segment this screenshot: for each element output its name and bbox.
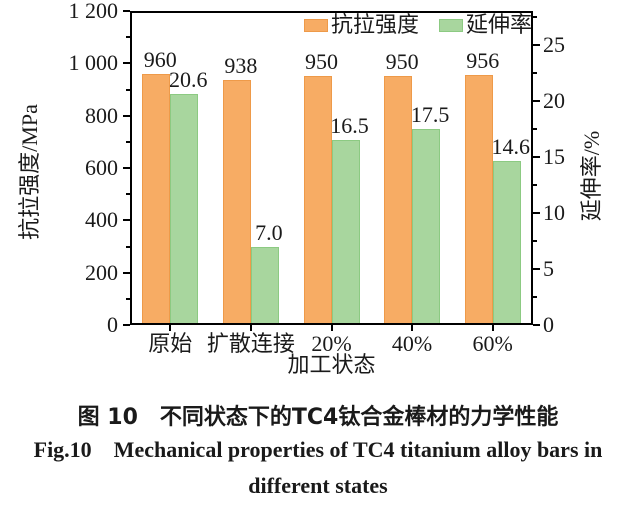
x-category-label: 原始 (148, 331, 193, 356)
right-axis-title: 延伸率/% (579, 130, 604, 222)
x-axis-tick (169, 325, 172, 331)
plot-area (130, 11, 533, 325)
legend: 抗拉强度 延伸率 (303, 12, 532, 37)
left-axis-title: 抗拉强度/MPa (17, 104, 42, 240)
y2-axis-tick-label: 0 (543, 312, 554, 337)
legend-item-tensile: 抗拉强度 (303, 12, 419, 37)
x-axis-title: 加工状态 (287, 352, 376, 377)
y-axis-major-tick (123, 114, 130, 117)
y-axis-tick-label: 1 200 (68, 0, 119, 23)
bar-value-label: 950 (385, 49, 419, 75)
y2-axis-minor-tick (533, 295, 537, 298)
legend-item-elongation: 延伸率 (438, 12, 532, 37)
y2-axis-major-tick (533, 324, 540, 326)
bar-chart: 抗拉强度/MPa 延伸率/% 加工状态 抗拉强度 延伸率 0 200 400 600 8… (17, 0, 604, 377)
y-axis-tick-label: 0 (107, 312, 118, 337)
y2-axis-tick-label: 15 (543, 143, 565, 169)
bar-value-label: 960 (143, 46, 177, 72)
x-axis-tick (491, 325, 494, 331)
x-axis-tick (411, 325, 414, 331)
y-axis-minor-tick (126, 193, 130, 196)
y2-axis-major-tick (533, 267, 540, 270)
y-axis-tick-label: 1 000 (68, 50, 119, 76)
x-category-label: 60% (472, 331, 513, 356)
y-axis-major-tick (123, 62, 130, 65)
bar-tensile (464, 74, 493, 325)
bar-value-label: 20.6 (169, 66, 208, 92)
y2-axis-minor-tick (533, 127, 537, 130)
bar-tensile (384, 76, 413, 325)
legend-swatch-elongation (438, 18, 463, 32)
x-category-label: 40% (391, 331, 433, 356)
caption-english-line2: different states (248, 473, 388, 498)
y-axis-major-tick (123, 324, 130, 326)
y2-axis-tick-label: 25 (543, 31, 565, 57)
y2-axis-major-tick (533, 99, 540, 102)
y2-axis-tick-label: 5 (543, 255, 554, 281)
y2-axis-minor-tick (533, 71, 537, 74)
y-axis-tick-label: 600 (85, 155, 118, 180)
x-axis-tick (249, 325, 252, 331)
y-axis-major-tick (123, 167, 130, 169)
bar-value-label: 950 (305, 49, 338, 75)
bar-elongation (412, 128, 441, 325)
y-axis-tick-label: 200 (85, 259, 118, 285)
y2-axis-tick-label: 20 (543, 87, 565, 113)
y2-axis-minor-tick (533, 239, 537, 242)
y-axis-minor-tick (126, 140, 130, 143)
bar-value-label: 956 (466, 47, 500, 73)
bar-value-label: 17.5 (410, 101, 450, 127)
bar-value-label: 7.0 (255, 219, 283, 245)
legend-label-elongation: 延伸率 (465, 12, 532, 37)
bar-value-label: 14.6 (491, 134, 530, 160)
y-axis-minor-tick (126, 36, 130, 39)
y2-axis-minor-tick (533, 183, 537, 186)
bar-value-label: 16.5 (330, 112, 369, 138)
y2-axis-minor-tick (533, 15, 537, 18)
y2-axis-major-tick (533, 211, 540, 214)
bar-tensile (142, 73, 171, 325)
y-axis-tick-label: 400 (85, 207, 118, 233)
bar-tensile (222, 79, 251, 325)
y2-axis-major-tick (533, 155, 540, 158)
x-category-label: 扩散连接 (206, 331, 295, 356)
y-axis-major-tick (123, 219, 130, 222)
caption-chinese: 图 10 不同状态下的TC4钛合金棒材的力学性能 (77, 405, 559, 430)
x-category-label: 20% (311, 331, 352, 356)
y-axis-major-tick (123, 10, 130, 12)
caption-english-line1: Fig.10 Mechanical properties of TC4 tita… (33, 437, 603, 462)
y-axis-tick-label: 800 (85, 102, 118, 128)
bar-elongation (170, 93, 199, 325)
y-axis-minor-tick (126, 245, 130, 248)
bar-value-label: 938 (224, 52, 258, 78)
y2-axis-major-tick (533, 43, 540, 46)
y2-axis-tick-label: 10 (543, 199, 565, 225)
x-axis-tick (330, 325, 333, 331)
y-axis-major-tick (123, 271, 130, 274)
y-axis-minor-tick (126, 297, 130, 300)
y-axis-minor-tick (126, 88, 130, 91)
bar-elongation (331, 139, 360, 325)
legend-swatch-tensile (303, 18, 328, 32)
legend-label-tensile: 抗拉强度 (330, 12, 419, 37)
bar-elongation (250, 246, 279, 325)
